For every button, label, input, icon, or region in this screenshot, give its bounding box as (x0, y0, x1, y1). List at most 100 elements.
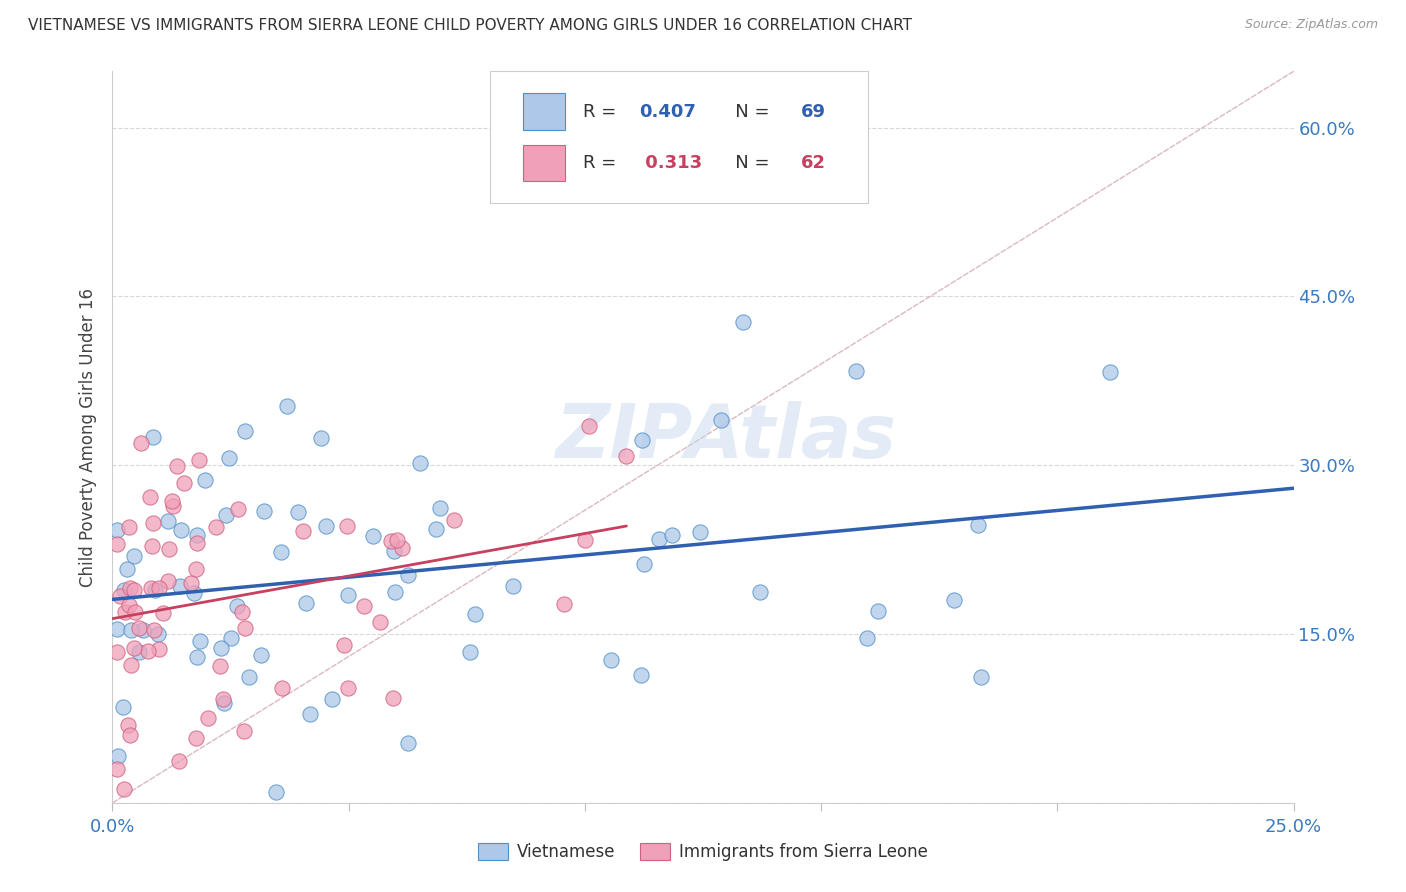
Point (942, 593, 965, 607)
Point (578, 419, 600, 434)
FancyBboxPatch shape (523, 145, 565, 181)
Point (112, 583, 135, 598)
Point (337, 588, 360, 602)
Point (186, 528, 208, 542)
Point (336, 519, 359, 533)
Point (128, 621, 150, 635)
Text: ZIPAtlas: ZIPAtlas (555, 401, 897, 474)
Point (733, 315, 755, 329)
Point (661, 528, 683, 542)
Point (287, 505, 309, 519)
Point (194, 474, 217, 488)
Point (271, 681, 294, 696)
Point (152, 606, 174, 620)
Point (292, 524, 315, 538)
Point (142, 516, 165, 530)
Point (117, 718, 139, 732)
Point (138, 490, 160, 504)
Point (167, 754, 190, 768)
Point (184, 731, 207, 746)
Point (969, 670, 991, 684)
Point (146, 627, 169, 641)
Point (136, 644, 159, 658)
Point (169, 579, 191, 593)
Point (382, 544, 405, 558)
Point (143, 582, 166, 597)
Point (616, 449, 638, 463)
Text: VIETNAMESE VS IMMIGRANTS FROM SIERRA LEONE CHILD POVERTY AMONG GIRLS UNDER 16 CO: VIETNAMESE VS IMMIGRANTS FROM SIERRA LEO… (28, 18, 912, 33)
Point (166, 458, 188, 473)
Point (270, 545, 292, 559)
Point (749, 585, 772, 599)
Text: R =: R = (582, 153, 621, 172)
Point (128, 645, 150, 659)
Point (633, 557, 655, 571)
Point (139, 581, 162, 595)
Point (131, 623, 153, 637)
Y-axis label: Child Poverty Among Girls Under 16: Child Poverty Among Girls Under 16 (79, 287, 97, 587)
Point (122, 582, 145, 597)
Legend: Vietnamese, Immigrants from Sierra Leone: Vietnamese, Immigrants from Sierra Leone (472, 836, 934, 868)
Point (845, 364, 868, 378)
Point (396, 568, 419, 582)
Text: 62: 62 (801, 153, 827, 172)
Point (966, 518, 988, 533)
Text: R =: R = (582, 103, 621, 120)
Point (710, 413, 733, 427)
FancyBboxPatch shape (491, 71, 869, 203)
Point (689, 524, 711, 539)
Point (225, 599, 247, 614)
Point (868, 604, 890, 618)
Point (443, 513, 465, 527)
Text: 0.313: 0.313 (640, 153, 703, 172)
Point (105, 762, 128, 776)
Point (502, 579, 524, 593)
Point (170, 523, 193, 537)
Point (148, 582, 170, 596)
Point (162, 499, 184, 513)
Point (148, 642, 170, 657)
Point (118, 598, 141, 612)
Point (233, 424, 256, 438)
Point (276, 400, 298, 414)
Point (425, 523, 447, 537)
Point (1099, 365, 1122, 379)
Point (118, 520, 141, 534)
Point (214, 696, 236, 710)
Point (205, 520, 228, 534)
Point (209, 640, 232, 655)
Point (173, 475, 195, 490)
Point (238, 670, 260, 684)
Point (381, 690, 404, 705)
Point (180, 575, 202, 590)
Point (105, 645, 128, 659)
Point (458, 644, 481, 658)
Point (353, 599, 375, 613)
Point (228, 501, 250, 516)
Point (231, 605, 253, 619)
FancyBboxPatch shape (523, 94, 565, 130)
Point (299, 706, 322, 721)
Point (396, 736, 419, 750)
Point (321, 692, 343, 706)
Point (384, 585, 406, 599)
Point (120, 728, 142, 742)
Point (105, 524, 128, 538)
Point (112, 700, 135, 714)
Point (233, 621, 256, 635)
Point (107, 749, 129, 764)
Point (157, 542, 180, 557)
Text: N =: N = (718, 153, 776, 172)
Text: 0.407: 0.407 (640, 103, 696, 120)
Point (553, 597, 575, 611)
Point (186, 536, 208, 550)
Point (186, 650, 208, 665)
Point (264, 784, 287, 798)
Point (599, 653, 621, 667)
Point (252, 504, 274, 518)
Point (391, 541, 413, 555)
Point (333, 638, 356, 652)
Point (120, 623, 142, 637)
Point (385, 533, 408, 547)
Point (219, 631, 242, 645)
